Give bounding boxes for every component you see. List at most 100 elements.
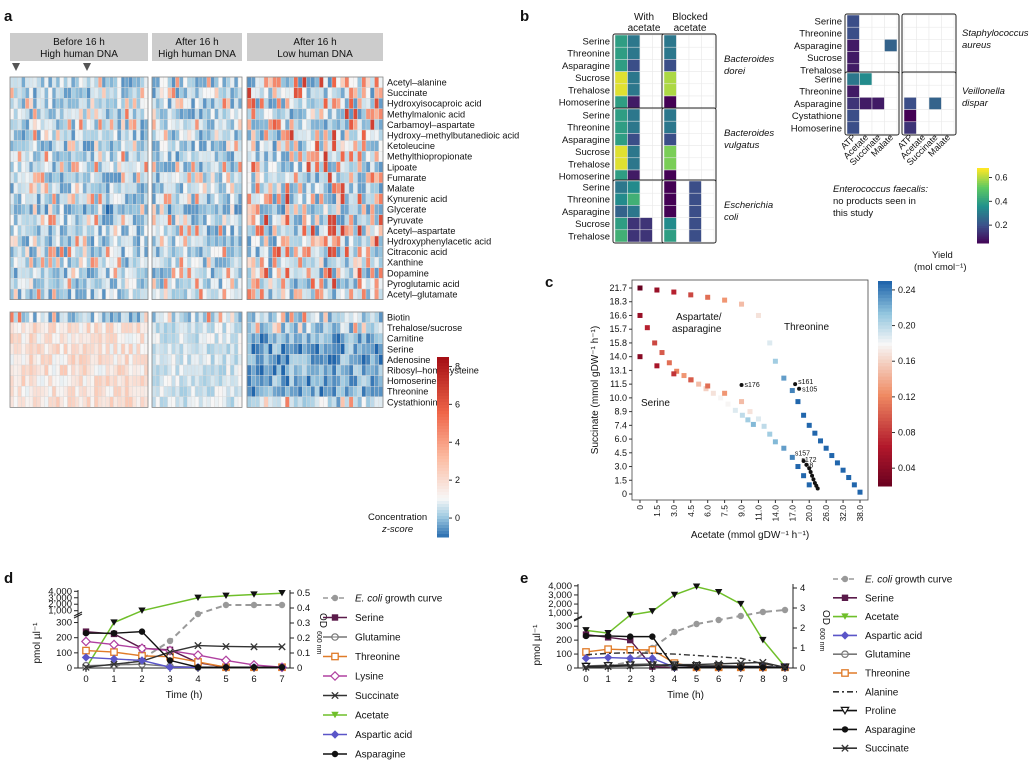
heatmap-cell bbox=[255, 333, 260, 345]
heatmap-cell bbox=[348, 97, 354, 109]
ytick-low-label: 0 bbox=[67, 663, 72, 674]
heatmap-cell bbox=[353, 322, 358, 334]
heatmap-cell bbox=[370, 257, 375, 269]
scatter-c-point bbox=[644, 325, 650, 331]
heatmap-cell bbox=[187, 257, 192, 269]
heatmap-cell bbox=[357, 311, 362, 323]
marker-x bbox=[166, 648, 174, 656]
heatmap-cell bbox=[210, 182, 215, 194]
heatmap-cell bbox=[198, 311, 204, 323]
scatter-c-point bbox=[846, 475, 852, 481]
heatmap-cell bbox=[187, 129, 192, 141]
group-header-0 bbox=[10, 33, 148, 61]
heatmap-cell bbox=[268, 161, 273, 173]
scatter-c-label-thr: Threonine bbox=[784, 322, 829, 333]
heatmap-cell bbox=[71, 343, 76, 355]
heatmap-cell bbox=[140, 203, 145, 215]
heatmap-cell bbox=[210, 333, 215, 345]
heatmap-cell bbox=[297, 375, 303, 387]
heatmap-cell bbox=[194, 182, 200, 194]
heatmap-cell bbox=[109, 225, 114, 237]
heatmap-cell bbox=[167, 203, 172, 215]
yield-cell bbox=[676, 108, 690, 122]
heatmap-cell bbox=[259, 140, 265, 152]
heatmap-cell bbox=[297, 129, 303, 141]
yield-cell bbox=[871, 121, 885, 135]
heatmap-cell bbox=[202, 278, 207, 290]
heatmap-cell bbox=[297, 267, 303, 279]
heatmap-cell bbox=[21, 235, 26, 247]
heatmap-cell bbox=[105, 225, 110, 237]
heatmap-cell bbox=[331, 87, 337, 99]
heatmap-cell bbox=[319, 354, 324, 366]
heatmap-cell bbox=[36, 119, 41, 131]
scatter-c-annot: s8 bbox=[806, 462, 814, 469]
heatmap-cell bbox=[255, 235, 260, 247]
heatmap-cell bbox=[48, 396, 53, 408]
heatmap-cell bbox=[117, 108, 122, 120]
heatmap-cell bbox=[206, 150, 211, 162]
heatmap-cell bbox=[365, 267, 371, 279]
yield-cell bbox=[676, 83, 690, 97]
yield-cell bbox=[903, 39, 917, 52]
heatmap-cell bbox=[59, 203, 64, 215]
yield-cell bbox=[614, 34, 628, 48]
heatmap-cell bbox=[183, 182, 188, 194]
heatmap-cell bbox=[297, 333, 303, 345]
heatmap-cell bbox=[340, 193, 345, 205]
heatmap-cell bbox=[268, 129, 273, 141]
scatter-c-point bbox=[722, 390, 728, 396]
panel-b-yield-heatmaps: WithacetateBlockedacetateSerineThreonine… bbox=[559, 12, 1029, 273]
yield-cell bbox=[688, 95, 702, 109]
yield-cell bbox=[614, 145, 628, 159]
colorbar-c-segment bbox=[878, 448, 892, 453]
heatmap-cell bbox=[187, 225, 192, 237]
heatmap-cell bbox=[55, 119, 61, 131]
heatmap-cell bbox=[226, 87, 231, 99]
heatmap-cell bbox=[206, 267, 211, 279]
heatmap-cell bbox=[344, 364, 350, 376]
yield-cell bbox=[701, 192, 715, 206]
heatmap-cell bbox=[230, 375, 235, 387]
marker-diamond bbox=[81, 653, 91, 662]
scatter-c-point bbox=[666, 360, 672, 366]
heatmap-cell bbox=[187, 375, 192, 387]
heatmap-cell bbox=[255, 257, 260, 269]
heatmap-cell bbox=[361, 225, 367, 237]
heatmap-cell bbox=[97, 257, 103, 269]
heatmap-cell bbox=[285, 87, 290, 99]
colorbar-a-segment bbox=[437, 372, 449, 376]
heatmap-cell bbox=[319, 235, 324, 247]
marker-grey-dot bbox=[331, 594, 339, 602]
organism-name-2: vulgatus bbox=[724, 140, 760, 151]
heatmap-cell bbox=[306, 354, 311, 366]
heatmap-block-border bbox=[9, 311, 149, 408]
yield-cell bbox=[676, 133, 690, 146]
heatmap-cell bbox=[25, 161, 30, 173]
heatmap-cell bbox=[67, 267, 72, 279]
heatmap-cell bbox=[63, 354, 68, 366]
heatmap-cell bbox=[251, 288, 256, 300]
scatter-c-xticklabel: 3.0 bbox=[669, 505, 679, 517]
heatmap-cell bbox=[120, 119, 126, 131]
heatmap-cell bbox=[17, 119, 22, 131]
heatmap-cell bbox=[175, 225, 180, 237]
heatmap-cell bbox=[210, 364, 215, 376]
heatmap-cell bbox=[9, 311, 15, 323]
heatmap-cell bbox=[353, 375, 358, 387]
marker-dot bbox=[649, 633, 656, 640]
colorbar-a-ticklabel: 0 bbox=[455, 513, 460, 523]
heatmap-cell bbox=[210, 129, 215, 141]
heatmap-cell bbox=[226, 246, 231, 258]
heatmap-cell bbox=[263, 140, 269, 152]
heatmap-cell bbox=[143, 322, 149, 334]
heatmap-cell bbox=[17, 140, 22, 152]
heatmap-cell bbox=[48, 97, 53, 109]
heatmap-cell bbox=[280, 375, 286, 387]
heatmap-cell bbox=[167, 278, 172, 290]
yield-cell bbox=[688, 120, 702, 134]
heatmap-cell bbox=[306, 396, 311, 408]
heatmap-cell bbox=[222, 278, 227, 290]
colorbar-b-segment bbox=[977, 233, 989, 236]
